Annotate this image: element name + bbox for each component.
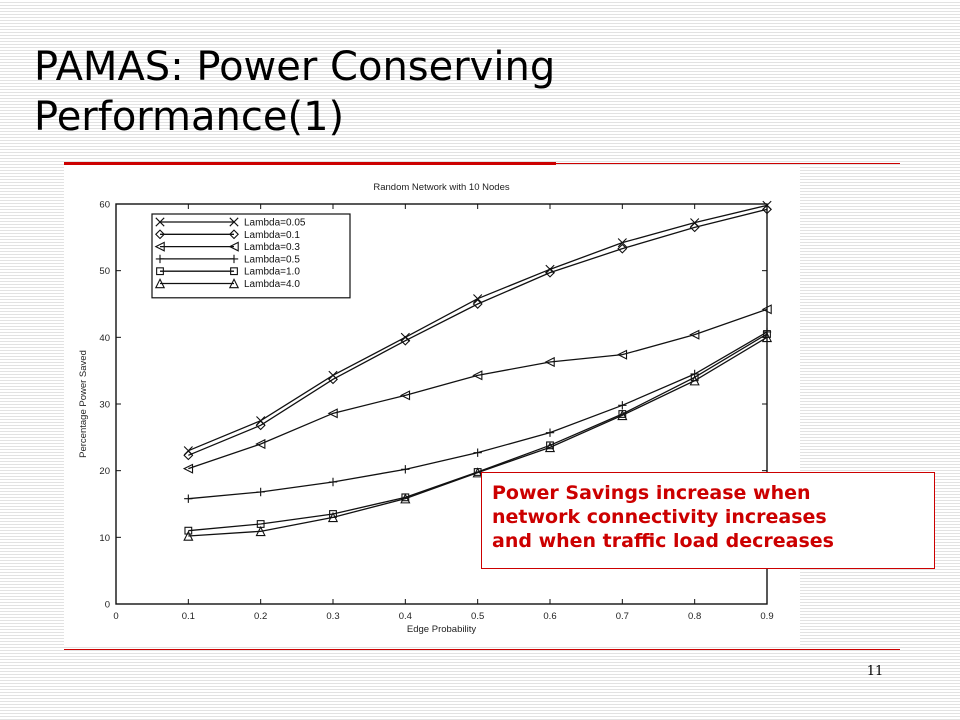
x-axis-label: Edge Probability [407,624,476,635]
data-point-s0-3 [400,332,410,342]
legend-marker-end-4 [230,267,238,276]
data-point-s1-0 [183,450,194,461]
chart-title: Random Network with 10 Nodes [373,182,509,193]
legend-marker-start-4 [156,267,164,276]
chart-figure: Random Network with 10 Nodes Edge Probabi… [64,166,800,646]
x-tick-label: 0.7 [616,611,629,622]
legend-label-1: Lambda=0.1 [244,230,300,241]
callout-line1: Power Savings increase when [492,482,811,504]
data-point-s0-6 [617,238,627,248]
y-tick-label: 20 [99,466,110,477]
series-line-5 [188,336,768,537]
legend-label-4: Lambda=1.0 [244,267,300,278]
x-tick-label: 0.5 [471,611,484,622]
slide-title-line1: PAMAS: Power Conserving [34,44,556,90]
series-line-2 [188,308,768,470]
legend-marker-end-0 [229,217,239,227]
data-point-s3-5 [545,428,555,437]
callout-box: Power Savings increase when network conn… [481,472,935,569]
legend-label-0: Lambda=0.05 [244,218,306,229]
x-tick-label: 0.3 [326,611,339,622]
data-point-s3-4 [473,448,482,457]
data-point-s3-6 [618,401,627,410]
legend-marker-start-3 [155,254,165,264]
data-point-s5-4 [472,467,483,478]
data-point-s5-8 [761,331,773,343]
y-tick-label: 0 [105,600,110,611]
data-point-s5-1 [255,525,266,537]
data-point-s2-6 [616,349,628,360]
x-tick-label: 0.1 [182,611,195,622]
callout-line2: network connectivity increases [492,506,827,528]
legend-marker-end-3 [229,254,239,264]
page-number: 11 [866,664,884,679]
data-point-s5-5 [544,441,556,453]
data-point-s4-2 [329,510,337,518]
x-tick-label: 0.4 [399,611,412,622]
data-point-s1-1 [255,420,266,431]
legend-marker-start-1 [155,229,165,240]
data-point-s3-2 [328,477,338,487]
data-point-s3-3 [401,465,410,474]
bottom-divider [64,649,900,650]
data-point-s1-4 [472,299,483,309]
data-point-s3-0 [184,494,193,503]
data-point-s5-3 [400,493,411,504]
data-point-s3-1 [256,487,265,497]
series-line-1 [188,208,768,456]
data-point-s2-5 [544,356,555,368]
legend-marker-start-2 [154,241,165,252]
legend-label-5: Lambda=4.0 [244,279,300,290]
data-point-s4-8 [763,330,771,338]
data-point-s1-5 [545,267,555,278]
y-tick-label: 60 [99,200,110,211]
slide-title-line2: Performance(1) [34,94,345,140]
data-point-s5-6 [617,409,628,421]
data-point-s5-7 [689,375,700,386]
legend-marker-start-5 [154,278,166,289]
title-underline [64,162,556,165]
data-point-s2-1 [255,438,266,450]
y-tick-label: 30 [99,400,110,411]
y-tick-label: 40 [99,333,110,344]
chart-svg: Random Network with 10 Nodes Edge Probabi… [78,182,774,635]
legend-label-3: Lambda=0.5 [244,254,300,265]
x-tick-label: 0.6 [543,611,556,622]
data-point-s0-4 [473,294,483,304]
x-tick-label: 0.2 [254,611,267,622]
legend-marker-end-2 [228,241,239,252]
data-point-s1-3 [400,335,411,346]
data-point-s1-6 [617,243,628,254]
data-point-s2-7 [689,329,700,340]
data-point-s2-3 [399,390,411,401]
y-tick-label: 10 [99,533,110,544]
data-point-s0-5 [545,264,555,274]
legend-marker-start-0 [155,217,165,227]
data-point-s2-2 [327,408,338,419]
y-axis-label: Percentage Power Saved [78,350,89,458]
legend-marker-end-5 [228,278,240,289]
data-point-s5-2 [327,511,339,523]
y-tick-label: 50 [99,266,110,277]
data-point-s2-4 [472,370,483,381]
legend-marker-end-1 [229,229,239,240]
data-point-s1-8 [762,204,772,215]
data-point-s1-7 [689,222,700,233]
data-point-s2-8 [761,304,772,315]
x-tick-label: 0.9 [760,611,773,622]
callout-line3: and when traffic load decreases [492,530,834,552]
data-point-s4-0 [184,526,193,535]
x-tick-label: 0 [113,611,118,622]
data-point-s5-0 [183,530,194,541]
data-point-s1-2 [328,374,338,385]
top-divider [556,163,900,164]
data-point-s4-7 [690,373,699,382]
x-tick-label: 0.8 [688,611,701,622]
data-point-s2-0 [182,463,194,474]
slide-title: PAMAS: Power Conserving Performance(1) [34,42,894,142]
legend-label-2: Lambda=0.3 [244,242,300,253]
